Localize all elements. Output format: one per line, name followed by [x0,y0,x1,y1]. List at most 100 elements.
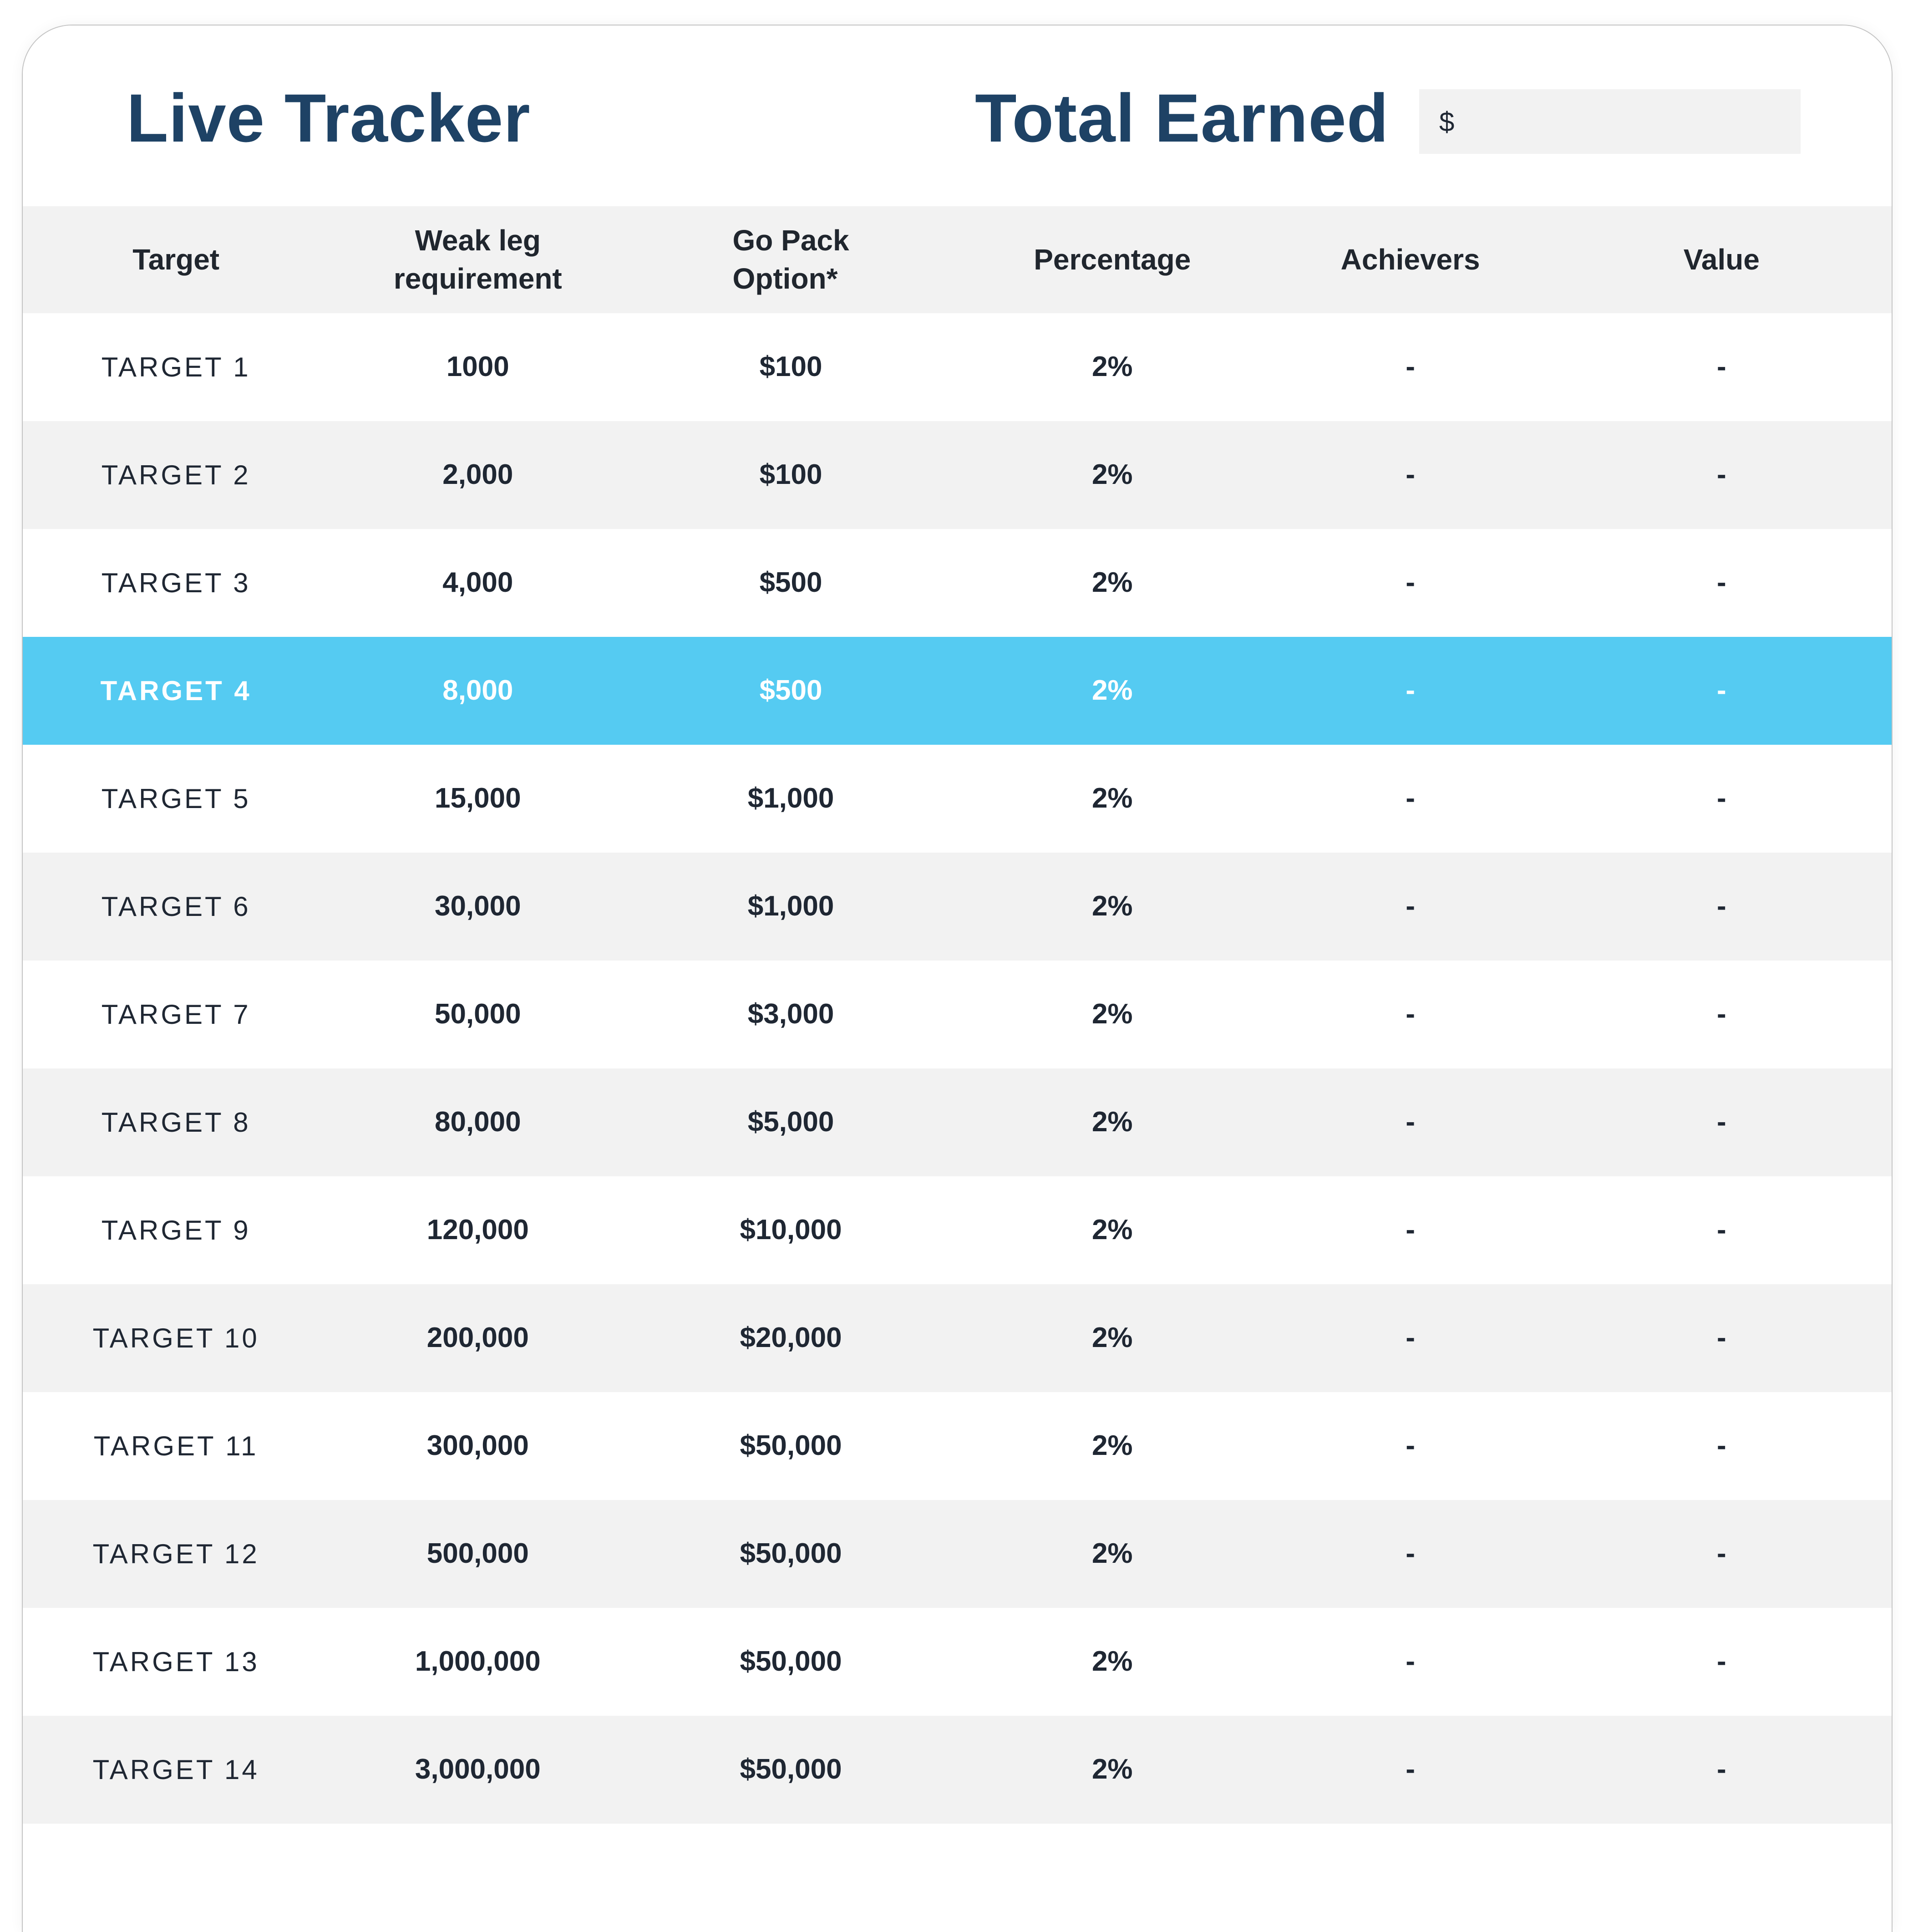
header-cell-go-pack: Go Pack Option* [626,222,955,297]
cell-achievers: - [1406,567,1415,599]
cell-weak-leg: 15,000 [434,783,521,814]
header-cell-achievers: Achievers [1269,241,1552,279]
table-row: TARGET 1 1000 $100 2% - - [23,313,1892,421]
cell-go-pack: $500 [759,675,822,707]
cell-value: - [1716,1538,1726,1570]
cell-go-pack: $10,000 [740,1214,842,1246]
table-row: TARGET 2 2,000 $100 2% - - [23,421,1892,529]
page-title: Live Tracker [127,80,531,156]
cell-go-pack: $100 [759,351,822,383]
table-row: TARGET 10 200,000 $20,000 2% - - [23,1284,1892,1392]
total-earned-field[interactable]: $ [1419,89,1819,154]
table-row: TARGET 13 1,000,000 $50,000 2% - - [23,1608,1892,1716]
cell-value: - [1716,1646,1726,1678]
cell-go-pack: $50,000 [740,1754,842,1785]
cell-achievers: - [1406,459,1415,491]
cell-go-pack: $50,000 [740,1646,842,1678]
cell-target: TARGET 10 [92,1322,259,1353]
cell-target: TARGET 2 [101,459,251,490]
live-tracker-table: Target Weak leg requirement Go Pack Opti… [23,206,1892,1824]
table-row: TARGET 9 120,000 $10,000 2% - - [23,1176,1892,1284]
header-cell-target: Target [23,241,329,279]
header-label-value: Value [1683,243,1760,276]
cell-percentage: 2% [1091,998,1133,1030]
cell-achievers: - [1406,1214,1415,1246]
cell-percentage: 2% [1091,1214,1133,1246]
cell-go-pack: $3,000 [747,998,834,1030]
cell-weak-leg: 500,000 [426,1538,529,1570]
cell-achievers: - [1406,351,1415,383]
cell-weak-leg: 8,000 [442,675,513,707]
cell-weak-leg: 3,000,000 [415,1754,541,1785]
cell-target: TARGET 7 [101,999,251,1030]
cell-target: TARGET 11 [93,1430,259,1461]
header-label-percentage: Percentage [1034,243,1191,276]
currency-symbol: $ [1439,106,1455,137]
total-earned-label: Total Earned [975,80,1389,156]
cell-percentage: 2% [1091,890,1133,922]
header-cell-percentage: Percentage [955,241,1269,279]
cell-value: - [1716,1214,1726,1246]
cell-value: - [1716,783,1726,814]
cell-weak-leg: 80,000 [434,1106,521,1138]
header-label-achievers: Achievers [1340,243,1480,276]
table-row-highlighted: TARGET 4 8,000 $500 2% - - [23,637,1892,745]
cell-achievers: - [1406,890,1415,922]
total-earned-input[interactable] [1454,89,1819,154]
table-row: TARGET 11 300,000 $50,000 2% - - [23,1392,1892,1500]
table-row: TARGET 3 4,000 $500 2% - - [23,529,1892,637]
cell-weak-leg: 300,000 [426,1430,529,1462]
table-row: TARGET 8 80,000 $5,000 2% - - [23,1068,1892,1176]
cell-achievers: - [1406,1322,1415,1354]
card-header: Live Tracker Total Earned $ [23,25,1892,206]
cell-value: - [1716,1322,1726,1354]
cell-go-pack: $50,000 [740,1538,842,1570]
cell-value: - [1716,351,1726,383]
cell-target: TARGET 6 [101,891,251,922]
cell-weak-leg: 120,000 [426,1214,529,1246]
cell-target: TARGET 13 [92,1646,259,1677]
cell-target: TARGET 14 [92,1754,259,1785]
cell-achievers: - [1406,998,1415,1030]
cell-percentage: 2% [1091,1646,1133,1678]
cell-target: TARGET 9 [101,1215,251,1246]
table-body: TARGET 1 1000 $100 2% - - TARGET 2 2,000 $100 2% -… [23,313,1892,1824]
header-label-target: Target [132,243,220,276]
cell-achievers: - [1406,1430,1415,1462]
cell-percentage: 2% [1091,351,1133,383]
cell-go-pack: $1,000 [747,783,834,814]
cell-percentage: 2% [1091,459,1133,491]
cell-go-pack: $50,000 [740,1430,842,1462]
cell-achievers: - [1406,1646,1415,1678]
cell-achievers: - [1406,1754,1415,1785]
cell-percentage: 2% [1091,1538,1133,1570]
table-row: TARGET 5 15,000 $1,000 2% - - [23,745,1892,853]
cell-value: - [1716,675,1726,707]
cell-percentage: 2% [1091,783,1133,814]
cell-weak-leg: 4,000 [442,567,513,599]
cell-percentage: 2% [1091,567,1133,599]
cell-weak-leg: 50,000 [434,998,521,1030]
table-header-row: Target Weak leg requirement Go Pack Opti… [23,206,1892,313]
cell-value: - [1716,567,1726,599]
cell-target: TARGET 5 [101,783,251,814]
cell-go-pack: $20,000 [740,1322,842,1354]
cell-go-pack: $5,000 [747,1106,834,1138]
cell-weak-leg: 2,000 [442,459,513,491]
cell-weak-leg: 1000 [446,351,509,383]
cell-target: TARGET 3 [101,567,251,598]
cell-target: TARGET 4 [100,675,252,706]
cell-value: - [1716,998,1726,1030]
cell-value: - [1716,1754,1726,1785]
table-row: TARGET 12 500,000 $50,000 2% - - [23,1500,1892,1608]
table-row: TARGET 7 50,000 $3,000 2% - - [23,961,1892,1068]
live-tracker-card: Live Tracker Total Earned $ Target Weak … [22,25,1893,1932]
table-row: TARGET 6 30,000 $1,000 2% - - [23,853,1892,961]
header-cell-weak-leg: Weak leg requirement [329,222,626,297]
cell-value: - [1716,459,1726,491]
cell-percentage: 2% [1091,1430,1133,1462]
cell-target: TARGET 1 [101,351,251,382]
header-label-go-pack-2: Option* [732,262,838,295]
cell-percentage: 2% [1091,1322,1133,1354]
cell-percentage: 2% [1091,1754,1133,1785]
